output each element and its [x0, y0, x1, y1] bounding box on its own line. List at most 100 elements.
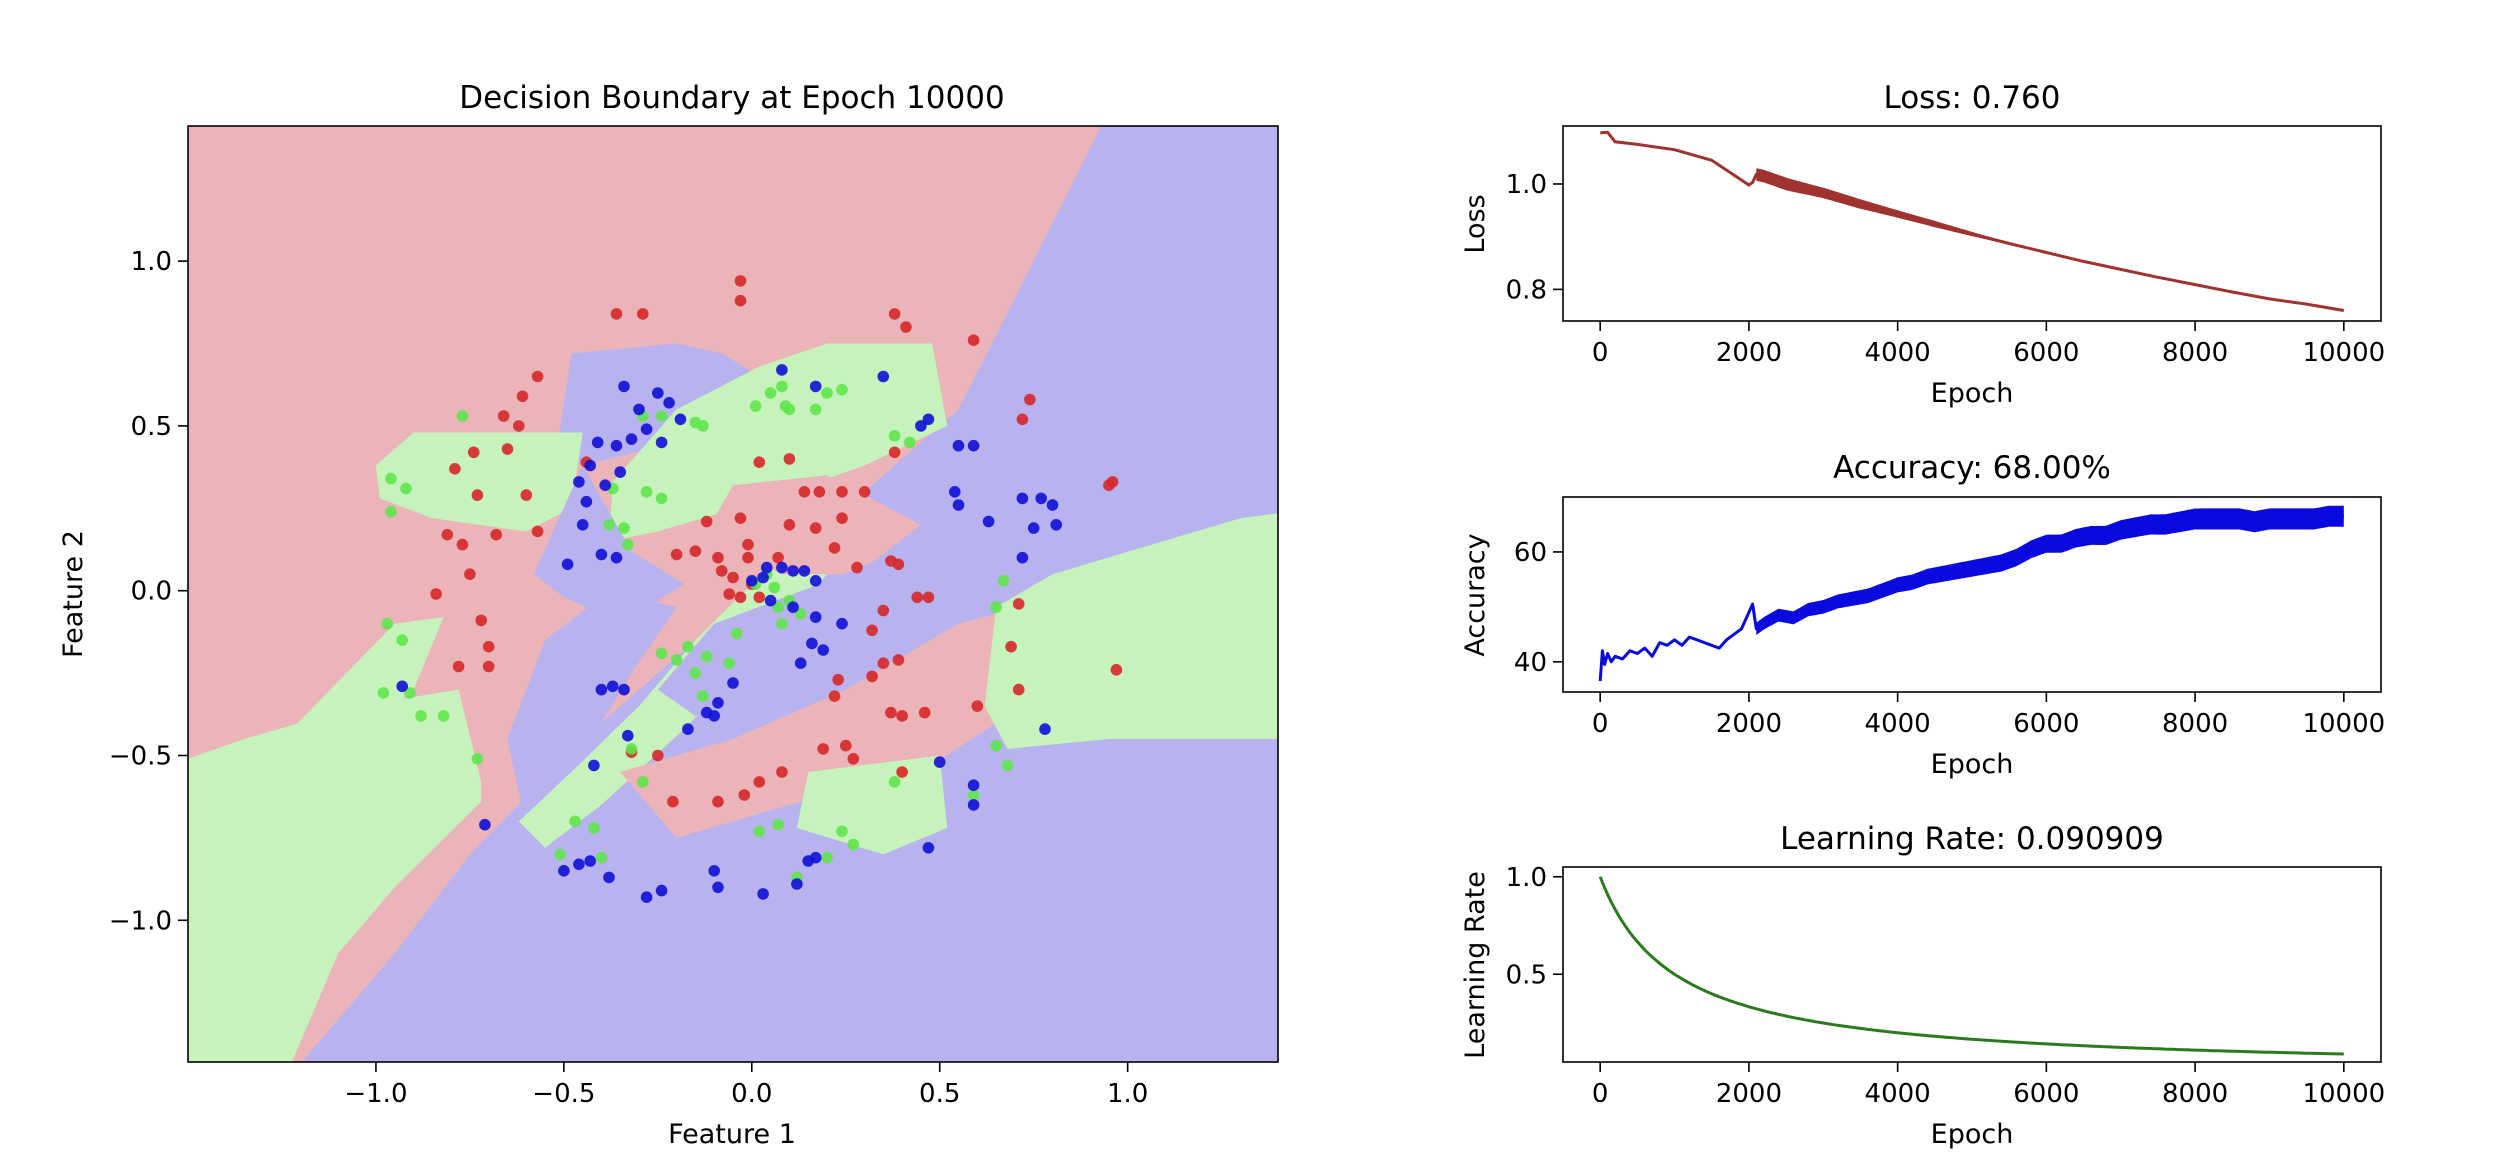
point-blue: [576, 519, 589, 531]
point-green: [655, 647, 668, 660]
point-blue: [561, 558, 574, 571]
x-tick-label: 0: [1592, 1079, 1609, 1109]
x-tick-label: 6000: [2013, 1079, 2079, 1109]
y-tick-label: 0.8: [1506, 275, 1547, 305]
point-blue: [764, 594, 777, 607]
point-red: [471, 489, 484, 501]
point-green: [836, 825, 848, 838]
region-green-upper-band: [609, 343, 948, 542]
point-blue: [757, 888, 769, 900]
point-red: [452, 660, 465, 673]
point-blue: [967, 779, 980, 791]
learning-rate-ylabel: Learning Rate: [1460, 871, 1491, 1059]
point-green: [723, 657, 735, 669]
point-red: [610, 308, 623, 320]
point-blue: [817, 644, 829, 656]
decision-boundary-ticks: −1.0 −0.5 0.0 0.5 1.0 −1.0 −0.5 0.0 0.5 1.0: [109, 247, 1148, 1109]
point-red: [753, 456, 766, 469]
x-tick-label: 4000: [1865, 1079, 1931, 1109]
point-red: [783, 519, 796, 531]
accuracy-panel: Accuracy: 68.00% 0 2000 4000 6000 8000 10000 4…: [1460, 450, 2385, 780]
point-blue: [922, 413, 935, 426]
point-green: [847, 838, 860, 851]
point-blue: [573, 476, 585, 488]
point-green: [655, 410, 668, 422]
point-red: [734, 294, 747, 307]
point-blue: [1046, 499, 1059, 511]
point-blue: [479, 818, 491, 831]
point-green: [689, 667, 702, 679]
x-tick-label: 4000: [1865, 709, 1931, 739]
point-red: [858, 486, 871, 498]
point-blue: [655, 436, 668, 449]
point-blue: [877, 370, 890, 383]
region-green-bottom-left: [188, 689, 482, 1062]
point-blue: [558, 865, 570, 877]
point-green: [603, 519, 615, 531]
point-green: [697, 420, 709, 432]
point-green: [821, 851, 833, 864]
point-red: [892, 654, 905, 666]
point-green: [888, 776, 901, 788]
point-green: [377, 687, 390, 699]
point-blue: [933, 756, 946, 768]
point-red: [772, 551, 784, 564]
point-blue: [610, 439, 623, 452]
point-green: [768, 581, 781, 594]
point-green: [888, 430, 901, 442]
x-tick-label: 2000: [1716, 338, 1782, 368]
point-red: [531, 525, 544, 538]
loss-line: [1600, 130, 2345, 312]
point-green: [381, 617, 394, 630]
point-red: [734, 591, 747, 604]
point-green: [682, 640, 694, 653]
point-green: [670, 654, 683, 666]
decision-boundary-frame: [187, 125, 1279, 1063]
x-tick-label: −0.5: [532, 1079, 595, 1109]
point-red: [847, 753, 860, 765]
point-blue: [708, 710, 720, 722]
point-green: [404, 687, 416, 699]
point-red: [817, 743, 829, 755]
point-red: [877, 657, 890, 669]
decision-boundary-xlabel: Feature 1: [668, 1119, 796, 1150]
region-green-left-strip: [282, 617, 444, 739]
point-blue: [809, 851, 822, 864]
accuracy-oscillation-band: [1756, 505, 2344, 635]
point-red: [753, 591, 766, 604]
point-blue: [640, 423, 653, 436]
x-tick-label: 10000: [2302, 709, 2385, 739]
point-green: [637, 776, 649, 788]
point-blue: [794, 657, 807, 669]
x-tick-label: 8000: [2162, 709, 2228, 739]
point-blue: [588, 759, 600, 772]
point-blue: [591, 436, 604, 449]
point-blue: [952, 439, 965, 452]
point-red: [734, 512, 747, 524]
point-red: [967, 334, 980, 347]
point-blue: [599, 479, 611, 492]
learning-rate-frame: [1562, 866, 2382, 1063]
point-green: [772, 818, 784, 831]
y-tick-label: 1.0: [1506, 863, 1547, 893]
point-green: [569, 815, 581, 828]
point-blue: [606, 680, 619, 693]
point-blue: [652, 387, 664, 399]
point-blue: [922, 842, 935, 854]
point-green: [967, 789, 980, 801]
point-blue: [618, 380, 630, 393]
point-blue: [712, 697, 724, 709]
region-red-lower: [620, 607, 1023, 838]
point-red: [742, 538, 754, 551]
x-tick-label: 1.0: [1107, 1079, 1148, 1109]
point-red: [1012, 683, 1025, 696]
accuracy-title: Accuracy: 68.00%: [1833, 450, 2111, 486]
point-blue: [809, 575, 822, 587]
point-green: [1001, 759, 1014, 772]
point-red: [497, 410, 510, 422]
region-blue-lower-left: [507, 590, 677, 828]
point-red: [482, 640, 495, 653]
point-blue: [708, 865, 720, 877]
point-red: [738, 789, 751, 801]
point-green: [749, 400, 762, 412]
